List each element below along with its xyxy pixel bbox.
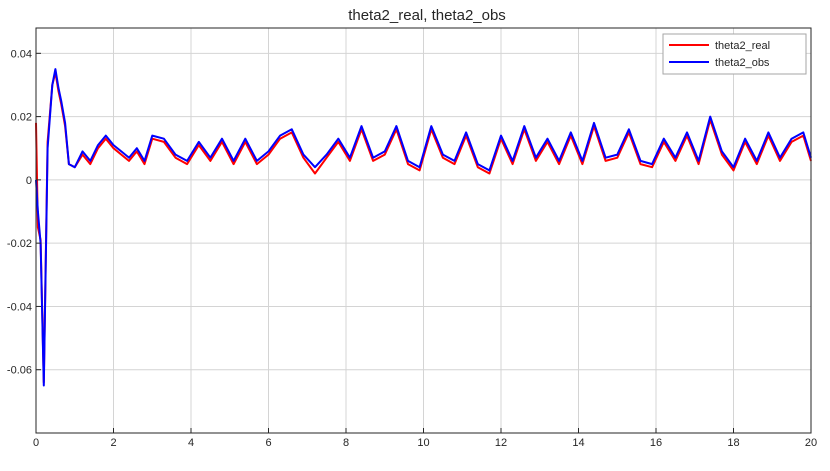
legend-label-theta2-obs: theta2_obs	[715, 57, 770, 69]
series-line-theta2-obs	[35, 68, 812, 387]
series-layer	[35, 68, 812, 387]
x-tick-label: 0	[33, 437, 39, 449]
legend[interactable]: theta2_real theta2_obs	[662, 33, 807, 75]
y-axis-ticks: -0.06 -0.04 -0.02 0 0.02 0.04	[7, 48, 41, 377]
y-tick-label: -0.02	[7, 238, 32, 250]
legend-box	[662, 33, 807, 75]
y-tick-label: 0	[26, 175, 32, 187]
x-tick-label: 10	[417, 437, 429, 449]
y-tick-label: 0.04	[11, 48, 32, 60]
legend-label-theta2-real: theta2_real	[715, 40, 770, 52]
x-tick-label: 8	[343, 437, 349, 449]
x-tick-label: 16	[650, 437, 662, 449]
x-tick-label: 12	[495, 437, 507, 449]
y-tick-label: -0.04	[7, 301, 32, 313]
x-tick-label: 4	[188, 437, 194, 449]
y-tick-label: -0.06	[7, 365, 32, 377]
x-tick-label: 2	[110, 437, 116, 449]
x-tick-label: 20	[805, 437, 817, 449]
x-tick-label: 14	[572, 437, 584, 449]
chart-title: theta2_real, theta2_obs	[348, 7, 506, 24]
series-line-theta2-real	[35, 71, 812, 384]
x-tick-label: 6	[265, 437, 271, 449]
x-tick-label: 18	[727, 437, 739, 449]
x-axis-ticks: 0 2 4 6 8 10 12 14 16 18 20	[33, 428, 817, 449]
y-tick-label: 0.02	[11, 112, 32, 124]
